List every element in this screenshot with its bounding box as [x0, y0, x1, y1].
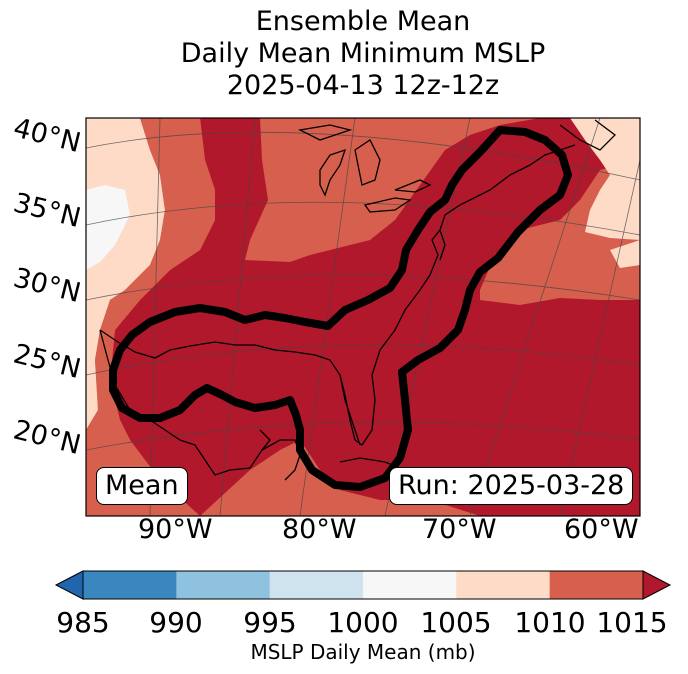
- map-frame: [85, 117, 641, 517]
- colorbar-bin: [83, 571, 177, 599]
- colorbar-tick: 1015: [596, 606, 668, 639]
- title-line-1: Ensemble Mean: [255, 6, 471, 37]
- colorbar-tick: 1005: [420, 606, 492, 639]
- colorbar-label: MSLP Daily Mean (mb): [250, 640, 476, 664]
- lon-label-70w: 70°W: [422, 514, 497, 545]
- colorbar-bin: [176, 571, 271, 599]
- lon-label-90w: 90°W: [138, 514, 213, 545]
- graticule: [86, 118, 640, 516]
- contour-outline: [109, 126, 572, 491]
- mean-label: Mean: [96, 467, 188, 505]
- field-1015-region: [110, 118, 640, 516]
- field-1010-1015-south: [200, 440, 480, 516]
- colorbar-bin: [363, 571, 457, 599]
- lon-label-60w: 60°W: [564, 514, 639, 545]
- colorbar-tick: 990: [149, 606, 203, 639]
- colorbar: [54, 570, 672, 600]
- colorbar-bin: [549, 571, 644, 599]
- field-1010-1015-west-band: [86, 118, 215, 516]
- title-line-3: 2025-04-13 12z-12z: [226, 70, 500, 101]
- colorbar-bin: [456, 571, 551, 599]
- colorbar-underflow-triangle: [54, 570, 84, 600]
- field-1000-1005-w: [86, 185, 130, 270]
- colorbar-tick: 995: [243, 606, 297, 639]
- colorbar-tick: 985: [56, 606, 110, 639]
- colorbar-frame: [82, 570, 644, 600]
- title-line-2: Daily Mean Minimum MSLP: [180, 38, 546, 69]
- colorbar-tick: 1010: [514, 606, 586, 639]
- run-label: Run: 2025-03-28: [389, 467, 634, 505]
- field-1005-1010-ne: [570, 118, 640, 240]
- colorbar-overflow-triangle: [642, 570, 672, 600]
- lon-label-80w: 80°W: [282, 514, 357, 545]
- map-plot-area: [86, 118, 640, 516]
- colorbar-tick: 1000: [327, 606, 399, 639]
- colorbar-bin: [269, 571, 364, 599]
- field-1005-1010-w2: [86, 118, 95, 170]
